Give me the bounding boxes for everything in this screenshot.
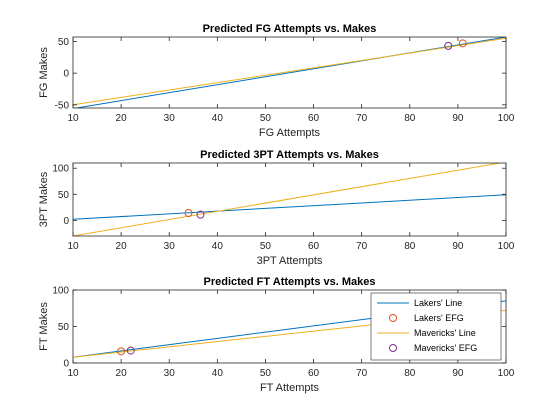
- legend: Lakers' Line Lakers' EFG Mavericks' Line Ma…: [370, 292, 502, 361]
- x-tick-label: 10: [67, 368, 79, 379]
- x-tick-label: 40: [212, 113, 224, 124]
- x-tick-label: 80: [404, 113, 416, 124]
- x-tick-label: 100: [498, 113, 515, 124]
- x-tick-label: 100: [498, 241, 515, 252]
- x-tick-label: 50: [260, 113, 272, 124]
- x-tick-label: 70: [356, 241, 368, 252]
- chart-title: Predicted 3PT Attempts vs. Makes: [200, 149, 379, 161]
- chart-1: Predicted FG Attempts vs. Makes 10 20 30 40 5…: [38, 23, 515, 139]
- y-tick-label: 100: [52, 286, 69, 297]
- legend-marker-swatch: [389, 314, 397, 322]
- x-tick-label: 40: [212, 368, 224, 379]
- series-group: [73, 163, 506, 236]
- y-axis-label: FG Makes: [38, 47, 50, 98]
- axes-box: [72, 162, 507, 237]
- lakers-efg-marker: [458, 39, 467, 48]
- legend-box: [370, 292, 502, 361]
- legend-label: Mavericks' Line: [414, 328, 476, 338]
- mavericks-efg-marker: [126, 346, 135, 355]
- x-axis-label: FG Attempts: [259, 127, 321, 139]
- x-tick-label: 50: [260, 368, 272, 379]
- x-tick-label: 60: [308, 241, 320, 252]
- x-tick-label: 60: [308, 368, 320, 379]
- lakers-line: [73, 37, 506, 108]
- y-tick-label: 50: [58, 37, 70, 48]
- x-tick-label: 50: [260, 241, 272, 252]
- x-tick-label: 40: [212, 241, 224, 252]
- mavericks-efg-marker: [196, 210, 205, 219]
- x-tick-label: 30: [164, 368, 176, 379]
- legend-entry: Lakers' Line: [377, 298, 462, 308]
- chart-3: Predicted FT Attempts vs. Makes 10 20 30 40 5…: [38, 276, 515, 394]
- lakers-efg-marker: [117, 347, 126, 356]
- y-tick-label: 50: [58, 190, 70, 201]
- x-axis-label: FT Attempts: [260, 382, 320, 394]
- x-tick-label: 20: [116, 368, 128, 379]
- y-tick-label: 0: [63, 359, 69, 370]
- legend-marker-swatch: [389, 344, 397, 352]
- legend-entry: Lakers' EFG: [389, 313, 464, 323]
- x-axis-label: 3PT Attempts: [257, 255, 323, 267]
- y-tick-label: 0: [63, 216, 69, 227]
- x-tick-label: 60: [308, 113, 320, 124]
- y-axis-label: FT Makes: [38, 302, 50, 351]
- x-tick-label: 30: [164, 241, 176, 252]
- lakers-efg-marker: [184, 209, 193, 218]
- charts: Predicted FG Attempts vs. Makes 10 20 30 40 5…: [38, 23, 515, 394]
- y-tick-label: 0: [63, 69, 69, 80]
- lakers-line: [73, 194, 506, 220]
- axes-box: [72, 36, 507, 109]
- x-tick-label: 100: [498, 368, 515, 379]
- x-tick-label: 10: [67, 241, 79, 252]
- series-group: [73, 37, 506, 108]
- mavericks-efg-marker: [444, 41, 453, 50]
- legend-label: Lakers' Line: [414, 298, 462, 308]
- x-tick-label: 90: [452, 241, 464, 252]
- chart-title: Predicted FT Attempts vs. Makes: [204, 276, 376, 288]
- legend-label: Lakers' EFG: [414, 313, 464, 323]
- mavericks-line: [73, 163, 504, 236]
- y-tick-label: 50: [58, 322, 70, 333]
- x-tick-label: 20: [116, 241, 128, 252]
- mavericks-line: [73, 37, 506, 106]
- x-tick-label: 30: [164, 113, 176, 124]
- legend-label: Mavericks' EFG: [414, 343, 477, 353]
- x-tick-label: 70: [356, 368, 368, 379]
- x-tick-label: 10: [67, 113, 79, 124]
- y-axis-label: 3PT Makes: [38, 171, 50, 227]
- y-tick-label: 100: [52, 164, 69, 175]
- chart-title: Predicted FG Attempts vs. Makes: [203, 23, 377, 35]
- x-tick-label: 90: [452, 113, 464, 124]
- x-tick-label: 80: [404, 368, 416, 379]
- chart-2: Predicted 3PT Attempts vs. Makes 10 20 30 40…: [38, 149, 515, 267]
- y-tick-label: -50: [55, 100, 70, 111]
- x-tick-label: 70: [356, 113, 368, 124]
- x-tick-label: 20: [116, 113, 128, 124]
- x-tick-label: 80: [404, 241, 416, 252]
- legend-entry: Mavericks' Line: [377, 328, 476, 338]
- x-tick-label: 90: [452, 368, 464, 379]
- legend-entry: Mavericks' EFG: [389, 343, 477, 353]
